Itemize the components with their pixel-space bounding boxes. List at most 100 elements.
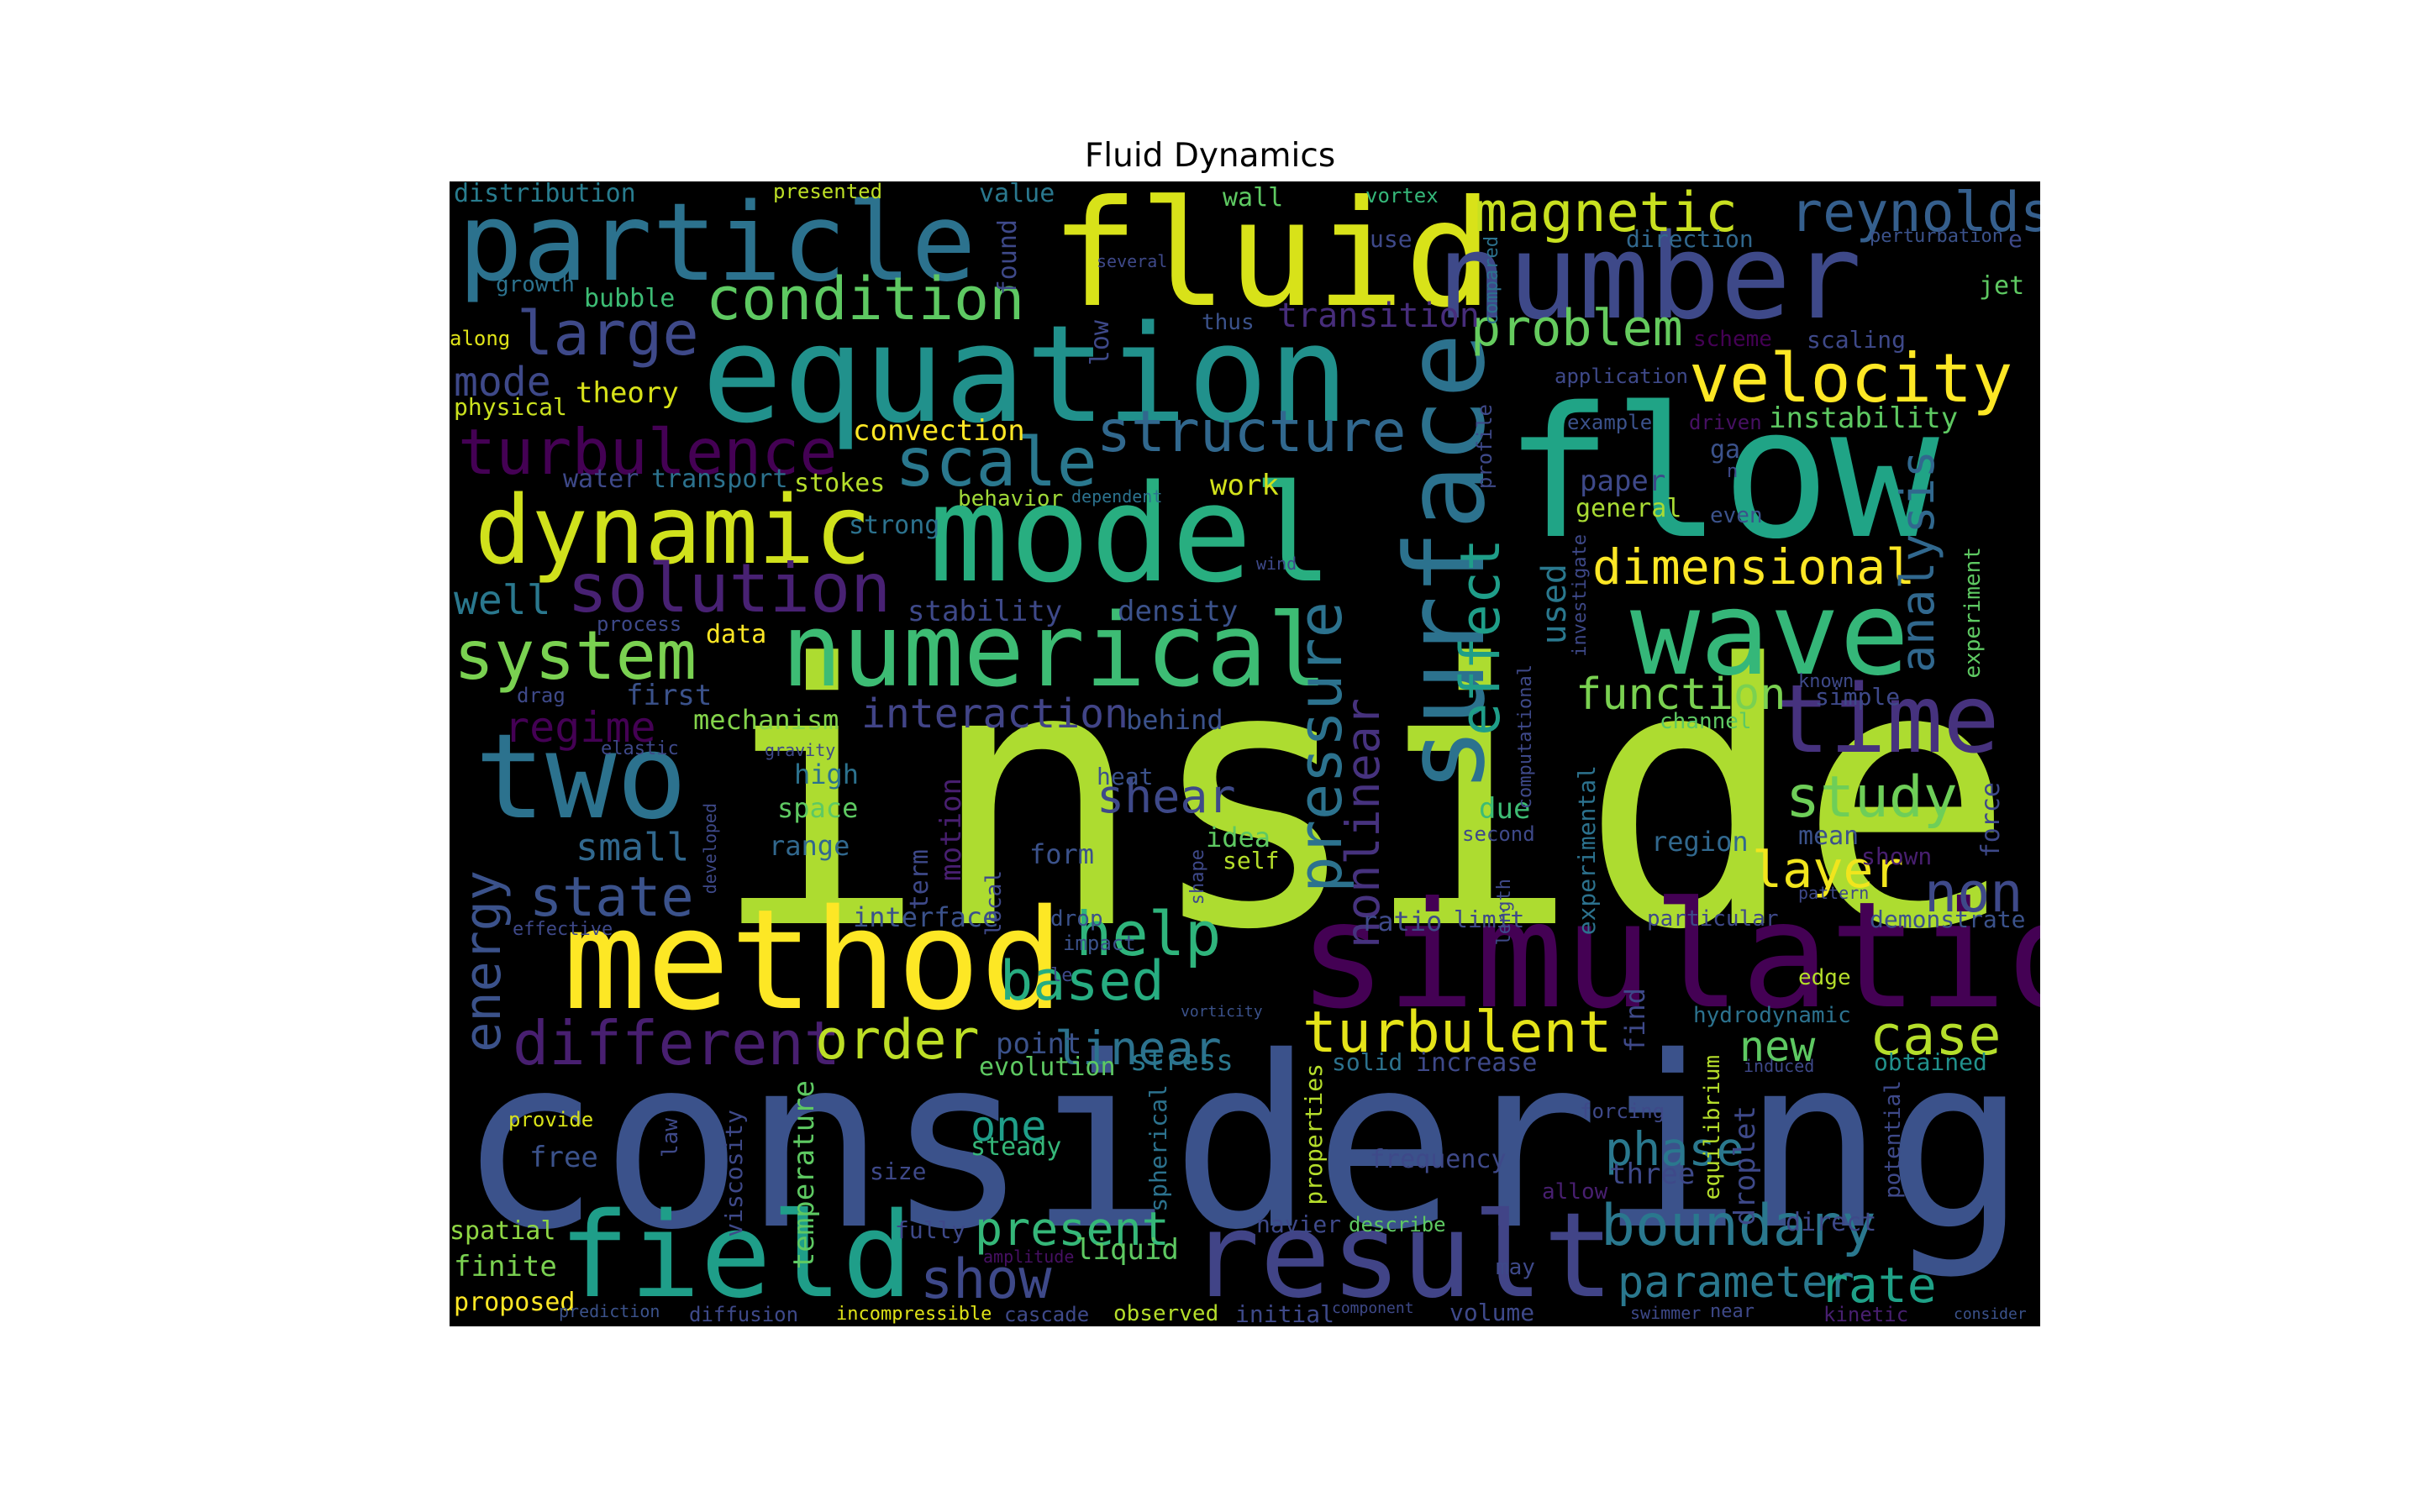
cloud-word: one bbox=[971, 1102, 1047, 1151]
cloud-word: linear bbox=[1055, 1021, 1222, 1075]
cloud-word: evolution bbox=[979, 1053, 1116, 1082]
cloud-word: two bbox=[475, 709, 687, 846]
cloud-word: temperature bbox=[787, 1080, 821, 1270]
cloud-word: driven bbox=[1689, 411, 1762, 434]
cloud-word: stability bbox=[908, 595, 1063, 628]
cloud-word: rate bbox=[1819, 1257, 1937, 1314]
cloud-word: term bbox=[905, 849, 934, 911]
cloud-word: known bbox=[1798, 671, 1854, 692]
cloud-word: layer bbox=[1752, 841, 1904, 900]
cloud-word: mechanism bbox=[693, 704, 839, 736]
cloud-word: stress bbox=[1130, 1044, 1234, 1078]
cloud-word: scale bbox=[895, 423, 1097, 501]
cloud-word: use bbox=[1370, 225, 1413, 253]
cloud-word: simulation bbox=[1298, 871, 2040, 1042]
cloud-word: case bbox=[1870, 1005, 2002, 1068]
cloud-word: liquid bbox=[1076, 1233, 1179, 1267]
cloud-word: fluid bbox=[1050, 181, 1493, 340]
cloud-word: parameter bbox=[1618, 1257, 1854, 1308]
cloud-word: bubble bbox=[584, 284, 676, 313]
cloud-word: several bbox=[1097, 251, 1168, 271]
cloud-word: pattern bbox=[1798, 883, 1870, 903]
cloud-word: paper bbox=[1580, 465, 1666, 498]
cloud-word: condition bbox=[706, 265, 1025, 333]
cloud-word: process bbox=[597, 612, 682, 636]
cloud-word: turbulent bbox=[1302, 1000, 1612, 1066]
cloud-word: n bbox=[1727, 461, 1739, 482]
cloud-word: wall bbox=[1223, 183, 1284, 213]
cloud-word: heat bbox=[1097, 763, 1154, 790]
cloud-word: droplet bbox=[1728, 1105, 1762, 1226]
cloud-word: solution bbox=[567, 549, 892, 627]
cloud-word: dependent bbox=[1071, 486, 1163, 507]
cloud-word: cascade bbox=[1004, 1303, 1090, 1326]
cloud-word: value bbox=[979, 181, 1055, 208]
cloud-word: spatial bbox=[450, 1216, 556, 1246]
cloud-word: impact bbox=[1063, 932, 1136, 955]
cloud-word: provide bbox=[508, 1108, 594, 1131]
cloud-word: number bbox=[1437, 209, 1862, 346]
cloud-word: local bbox=[981, 870, 1007, 937]
cloud-word: magnetic bbox=[1475, 181, 1739, 244]
cloud-word: wind bbox=[1256, 554, 1297, 574]
cloud-word: effective bbox=[513, 919, 613, 940]
cloud-word: particle bbox=[458, 181, 976, 306]
cloud-word: theory bbox=[576, 376, 679, 410]
cloud-word: based bbox=[1000, 950, 1165, 1013]
cloud-word: function bbox=[1576, 669, 1786, 720]
cloud-word: considering bbox=[458, 1005, 2028, 1282]
cloud-word: edge bbox=[1798, 965, 1851, 990]
cloud-word: phase bbox=[1605, 1122, 1744, 1176]
cloud-word: wave bbox=[1630, 566, 1910, 701]
cloud-word: solid bbox=[1332, 1048, 1403, 1076]
cloud-word: system bbox=[454, 617, 697, 695]
cloud-word: new bbox=[1739, 1022, 1816, 1071]
cloud-word: mean bbox=[1798, 822, 1860, 851]
cloud-word: fully bbox=[895, 1216, 966, 1244]
cloud-word: gravity bbox=[765, 740, 836, 760]
cloud-word: inside bbox=[710, 589, 2016, 1009]
cloud-word: reynolds bbox=[1790, 181, 2040, 244]
cloud-word: shown bbox=[1861, 843, 1933, 870]
cloud-word: space bbox=[777, 792, 859, 824]
cloud-word: interface bbox=[853, 901, 999, 933]
cloud-word: result bbox=[1189, 1188, 1614, 1325]
cloud-word: ratio bbox=[1361, 906, 1443, 937]
cloud-word: scaling bbox=[1807, 326, 1907, 354]
cloud-word: convection bbox=[853, 414, 1025, 448]
cloud-word: distribution bbox=[454, 181, 636, 208]
cloud-word: due bbox=[1479, 792, 1531, 826]
cloud-word: describe bbox=[1349, 1213, 1446, 1236]
cloud-word: demonstrate bbox=[1870, 906, 2026, 933]
cloud-word: volume bbox=[1449, 1299, 1535, 1326]
cloud-word: experiment bbox=[1960, 547, 1986, 679]
cloud-word: density bbox=[1118, 595, 1239, 628]
cloud-word: dimensional bbox=[1592, 538, 1916, 596]
cloud-word: region bbox=[1651, 826, 1749, 858]
cloud-word: equilibrium bbox=[1700, 1055, 1725, 1200]
cloud-word: drag bbox=[517, 684, 566, 707]
cloud-word: investigate bbox=[1570, 534, 1591, 657]
cloud-word: mode bbox=[454, 359, 551, 406]
cloud-word: ga bbox=[1710, 435, 1741, 465]
cloud-word: viscosity bbox=[720, 1110, 748, 1237]
cloud-word: spherical bbox=[1144, 1084, 1172, 1212]
cloud-word: present bbox=[975, 1202, 1170, 1256]
cloud-word: dynamic bbox=[475, 476, 872, 585]
cloud-word: profile bbox=[1473, 404, 1497, 490]
cloud-word: shape bbox=[1187, 849, 1208, 906]
cloud-word: problem bbox=[1470, 299, 1683, 358]
cloud-word: analysis bbox=[1891, 450, 1944, 673]
cloud-word: order bbox=[815, 1009, 980, 1072]
cloud-word: experimental bbox=[1573, 765, 1601, 936]
cloud-word: low bbox=[1086, 320, 1115, 366]
cloud-word: free bbox=[529, 1141, 598, 1174]
cloud-word: near bbox=[1710, 1301, 1754, 1322]
cloud-word: non bbox=[1924, 862, 2023, 925]
cloud-word: find bbox=[1619, 988, 1651, 1053]
cloud-word: water bbox=[563, 465, 639, 494]
cloud-word: shear bbox=[1097, 769, 1236, 823]
cloud-word: field bbox=[559, 1188, 913, 1325]
chart-title: Fluid Dynamics bbox=[1084, 137, 1336, 175]
cloud-word: stokes bbox=[794, 469, 886, 498]
